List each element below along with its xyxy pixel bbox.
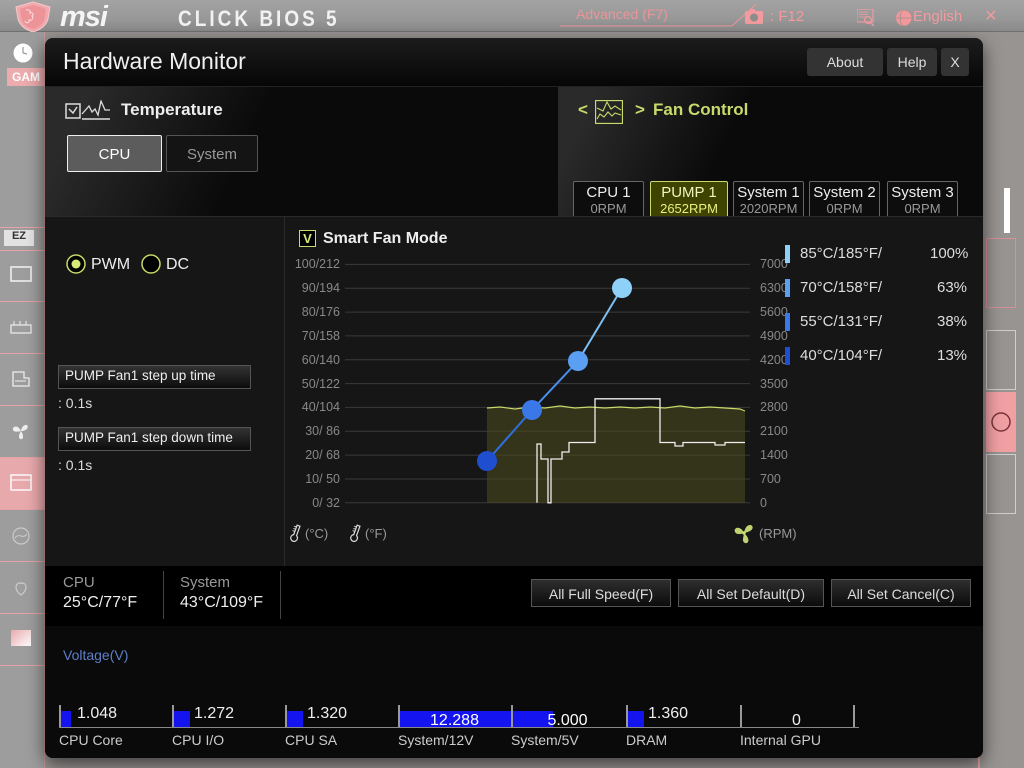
svg-text:10/ 50: 10/ 50 <box>305 472 340 486</box>
svg-text:3500: 3500 <box>760 377 788 391</box>
svg-text:90/194: 90/194 <box>302 281 340 295</box>
svg-text:20/ 68: 20/ 68 <box>305 448 340 462</box>
svg-text:700: 700 <box>760 472 781 486</box>
svg-text:4900: 4900 <box>760 329 788 343</box>
svg-text:50/122: 50/122 <box>302 377 340 391</box>
svg-text:1400: 1400 <box>760 448 788 462</box>
svg-text:2100: 2100 <box>760 424 788 438</box>
svg-text:2800: 2800 <box>760 400 788 414</box>
svg-text:6300: 6300 <box>760 281 788 295</box>
svg-text:80/176: 80/176 <box>302 305 340 319</box>
svg-text:7000: 7000 <box>760 257 788 271</box>
svg-text:0/ 32: 0/ 32 <box>312 496 340 510</box>
svg-text:70/158: 70/158 <box>302 329 340 343</box>
svg-text:Advanced (F7): Advanced (F7) <box>576 6 668 22</box>
svg-text:40/104: 40/104 <box>302 400 340 414</box>
svg-text:100/212: 100/212 <box>295 257 340 271</box>
svg-text:4200: 4200 <box>760 353 788 367</box>
svg-text:5600: 5600 <box>760 305 788 319</box>
svg-text:60/140: 60/140 <box>302 353 340 367</box>
svg-text:30/ 86: 30/ 86 <box>305 424 340 438</box>
svg-text:0: 0 <box>760 496 767 510</box>
